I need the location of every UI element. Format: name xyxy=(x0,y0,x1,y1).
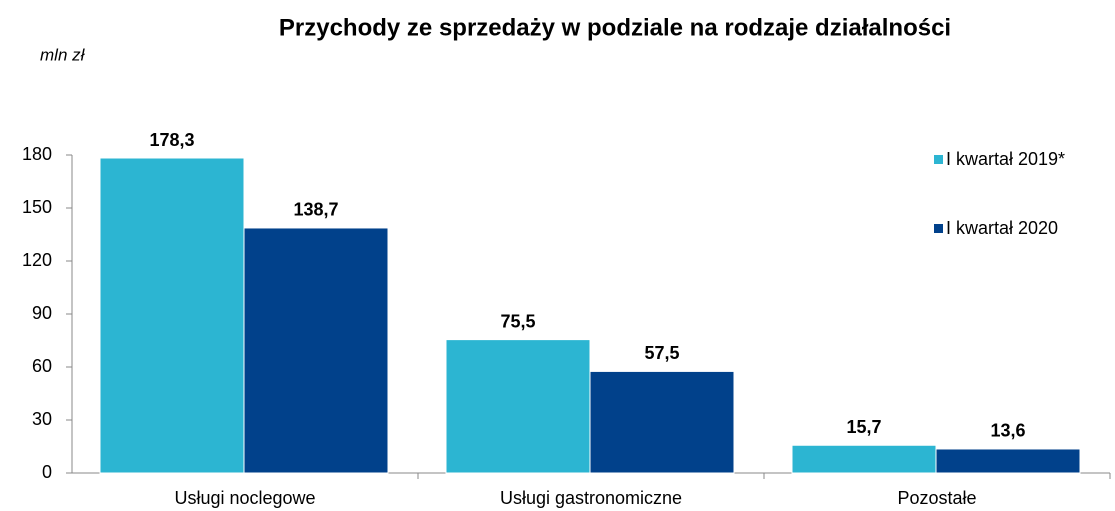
legend-label: I kwartał 2019* xyxy=(946,149,1065,169)
bar xyxy=(445,339,591,474)
y-tick-label: 30 xyxy=(32,409,52,429)
bar xyxy=(791,444,937,474)
legend-marker xyxy=(934,224,943,233)
data-label: 57,5 xyxy=(644,343,679,363)
y-axis-label: mln zł xyxy=(40,45,86,64)
y-tick-label: 120 xyxy=(22,250,52,270)
y-tick-label: 60 xyxy=(32,356,52,376)
bar xyxy=(99,157,245,474)
legend-label: I kwartał 2020 xyxy=(946,218,1058,238)
y-tick-label: 90 xyxy=(32,303,52,323)
chart-title: Przychody ze sprzedaży w podziale na rod… xyxy=(279,14,951,41)
data-label: 138,7 xyxy=(293,200,338,220)
y-tick-label: 150 xyxy=(22,197,52,217)
bar xyxy=(589,370,735,474)
data-label: 178,3 xyxy=(149,130,194,150)
bar xyxy=(243,227,389,474)
y-tick-label: 0 xyxy=(42,462,52,482)
data-label: 15,7 xyxy=(846,417,881,437)
y-tick-label: 180 xyxy=(22,144,52,164)
legend-marker xyxy=(934,155,943,164)
x-tick-label: Usługi noclegowe xyxy=(174,488,315,508)
bar xyxy=(935,448,1081,474)
x-tick-label: Pozostałe xyxy=(897,488,976,508)
data-label: 13,6 xyxy=(990,421,1025,441)
x-tick-label: Usługi gastronomiczne xyxy=(500,488,682,508)
data-label: 75,5 xyxy=(500,311,535,331)
